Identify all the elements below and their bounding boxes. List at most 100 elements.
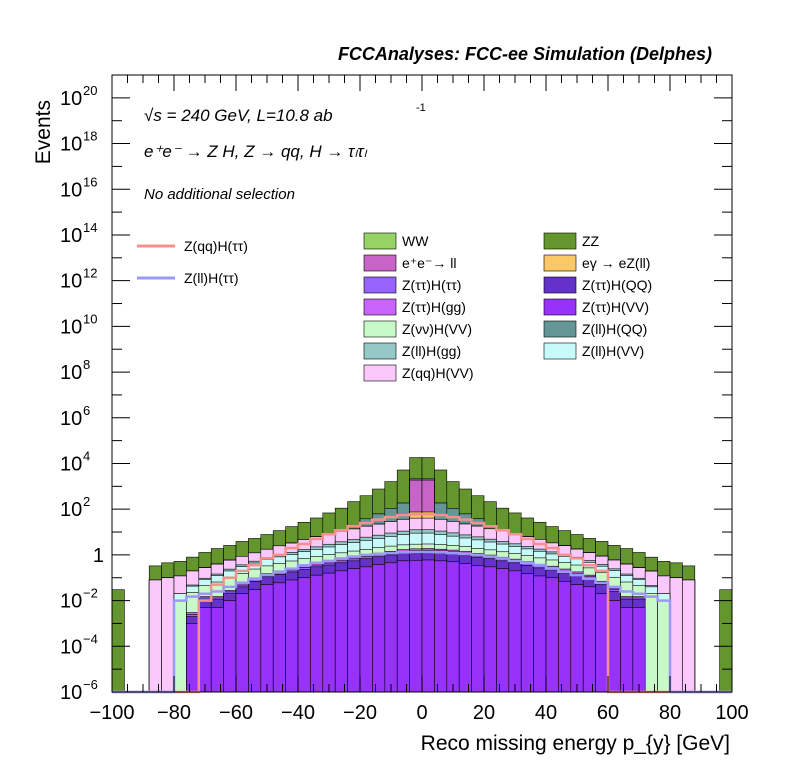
legend-fill-swatch xyxy=(363,364,397,382)
bar-z-h-vv-18 xyxy=(334,570,348,693)
bar-zz-49 xyxy=(719,589,733,693)
energy-lumi-exponent: -1 xyxy=(416,102,426,114)
y-tick-label: 10 xyxy=(60,408,82,430)
y-tick-exponent: 18 xyxy=(83,129,97,144)
y-axis-label: Events xyxy=(32,100,55,164)
selection-annotation: No additional selection xyxy=(144,186,295,203)
legend-fill-swatch xyxy=(543,342,577,360)
energy-annotation: √s = 240 GeV, L=10.8 ab xyxy=(144,106,333,125)
bar-z-h-vv-33 xyxy=(520,573,534,693)
bar-z-h-vv-21 xyxy=(372,564,386,693)
x-tick-label: −80 xyxy=(157,702,191,724)
bar-z-h-vv-7 xyxy=(198,607,212,693)
legend-fill-label: Z(ττ)H(VV) xyxy=(582,299,649,315)
bar-z-qq-h-vv-3 xyxy=(148,579,162,693)
bar-z-h-vv-13 xyxy=(272,582,286,693)
bar-z-h-vv-9 xyxy=(223,600,237,693)
legend-fill-swatch xyxy=(543,298,577,316)
legend-fill-label: Z(ττ)H(QQ) xyxy=(582,277,652,293)
bar-z-h-vv-43 xyxy=(644,593,658,693)
bar-z-h-vv-11 xyxy=(248,589,262,693)
legend-fill-label: e⁺e⁻→ ll xyxy=(402,255,456,271)
bar-z-h-vv-12 xyxy=(260,584,274,693)
y-tick-label: 10 xyxy=(60,453,82,475)
bar-z-h-vv-8 xyxy=(210,607,224,693)
bar-z-h-vv-16 xyxy=(310,574,324,693)
legend-fill-label: ZZ xyxy=(582,233,600,249)
legend-fill-swatch xyxy=(363,342,397,360)
x-tick-label: −100 xyxy=(89,702,134,724)
x-tick-label: 80 xyxy=(659,702,681,724)
legend-fill-swatch xyxy=(363,298,397,316)
x-tick-label: −60 xyxy=(219,702,253,724)
y-tick-label: 10 xyxy=(60,88,82,110)
y-tick-label: 10 xyxy=(60,271,82,293)
bar-z-h-vv-27 xyxy=(446,561,460,693)
bar-z-h-vv-5 xyxy=(173,600,187,693)
legend-fill-label: Z(ττ)H(gg) xyxy=(402,299,466,315)
legend-fill-label: eγ → eZ(ll) xyxy=(582,255,650,271)
legend-fill-swatch xyxy=(543,232,577,250)
bar-z-h-vv-24 xyxy=(409,559,423,693)
legend-fill-swatch xyxy=(363,276,397,294)
bar-z-h-vv-32 xyxy=(508,570,522,693)
legend-fill-swatch xyxy=(363,320,397,338)
bar-z-h-vv-41 xyxy=(620,607,634,693)
x-tick-label: 20 xyxy=(473,702,495,724)
x-tick-label: 100 xyxy=(715,702,748,724)
legend-line-label: Z(ll)H(ττ) xyxy=(184,270,239,286)
bar-z-h-vv-36 xyxy=(558,580,572,693)
x-axis-label: Reco missing energy p_{y} [GeV] xyxy=(421,732,730,755)
y-tick-label: 10 xyxy=(60,134,82,156)
bar-z-qq-h-vv-4 xyxy=(161,577,175,693)
process-annotation: e⁺e⁻ → Z H, Z → qq, H → τₗτₗ xyxy=(144,142,368,161)
y-tick-exponent: 8 xyxy=(83,357,90,372)
y-tick-label: 10 xyxy=(60,316,82,338)
bar-z-h-vv-28 xyxy=(458,563,472,693)
line-z-qq-h xyxy=(112,513,732,694)
legend: Z(qq)H(ττ) Z(ll)H(ττ) WW ZZ e⁺e⁻→ ll eγ → eZ(… xyxy=(137,232,652,382)
y-tick-exponent: 16 xyxy=(83,174,97,189)
x-tick-label: 0 xyxy=(416,702,427,724)
bar-z-h-vv-6 xyxy=(186,623,200,693)
bar-z-h-vv-15 xyxy=(297,577,311,693)
y-tick-label: 10 xyxy=(60,225,82,247)
bar-z-h-vv-40 xyxy=(607,600,621,693)
line-z-ll-h xyxy=(112,550,732,694)
y-tick-exponent: −2 xyxy=(83,586,98,601)
bar-z-qq-h-vv-45 xyxy=(669,577,683,693)
legend-fill-swatch xyxy=(363,232,397,250)
bar-z-h-vv-19 xyxy=(347,568,361,693)
x-tick-label: −20 xyxy=(343,702,377,724)
legend-fill-label: Z(ll)H(gg) xyxy=(402,343,461,359)
y-tick-exponent: −6 xyxy=(83,677,98,692)
bar-z-h-vv-37 xyxy=(570,584,584,693)
x-tick-label: 40 xyxy=(535,702,557,724)
chart-title: FCCAnalyses: FCC-ee Simulation (Delphes) xyxy=(338,44,712,64)
bar-z-h-vv-38 xyxy=(582,586,596,693)
overlay-lines xyxy=(112,513,732,694)
y-tick-label: 10 xyxy=(60,499,82,521)
bar-z-h-vv-10 xyxy=(235,593,249,693)
y-tick-label: 10 xyxy=(60,362,82,384)
bar-z-h-vv-42 xyxy=(632,607,646,693)
y-tick-exponent: 4 xyxy=(83,448,90,463)
legend-fill-label: Z(qq)H(VV) xyxy=(402,365,474,381)
bar-z-h-vv-17 xyxy=(322,572,336,693)
y-tick-exponent: 6 xyxy=(83,403,90,418)
legend-fill-swatch xyxy=(543,254,577,272)
bar-z-h-vv-22 xyxy=(384,562,398,693)
bar-z-h-vv-44 xyxy=(657,600,671,693)
y-tick-label: 10 xyxy=(60,179,82,201)
legend-fill-label: Z(ll)H(QQ) xyxy=(582,321,647,337)
legend-fill-swatch xyxy=(363,254,397,272)
y-tick-label: 10 xyxy=(60,682,82,704)
legend-fill-label: Z(ττ)H(ττ) xyxy=(402,277,461,293)
bar-z-h-vv-34 xyxy=(533,575,547,693)
bar-zz-0 xyxy=(111,589,125,693)
stacked-histograms xyxy=(111,457,733,693)
bar-z-h-vv-26 xyxy=(434,560,448,693)
